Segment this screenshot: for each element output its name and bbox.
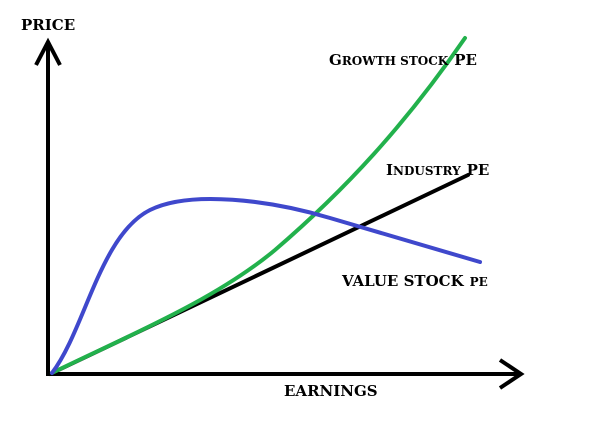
growth-label-initial: G — [329, 51, 342, 69]
x-axis-arrowhead — [498, 358, 525, 390]
axes — [34, 37, 525, 390]
growth-stock-pe-label: GROWTH STOCK PE — [329, 51, 477, 69]
y-axis-arrowhead — [34, 37, 62, 66]
industry-label-rest: NDUSTRY — [393, 164, 461, 178]
growth-label-rest: ROWTH STOCK — [342, 54, 449, 68]
growth-label-tail: PE — [454, 51, 477, 69]
value-label-tail: PE — [470, 275, 488, 289]
value-stock-pe-curve — [50, 197, 482, 375]
growth-stock-pe-curve — [50, 36, 467, 375]
value-stock-pe-label: VALUE STOCK PE — [341, 272, 488, 290]
value-label-head: VALUE STOCK — [341, 272, 465, 290]
industry-label-initial: I — [386, 161, 393, 179]
industry-pe-label: INDUSTRY PE — [386, 161, 489, 179]
x-axis-label: EARNINGS — [284, 382, 378, 400]
industry-label-tail: PE — [467, 161, 490, 179]
y-axis-label: PRICE — [21, 16, 75, 34]
